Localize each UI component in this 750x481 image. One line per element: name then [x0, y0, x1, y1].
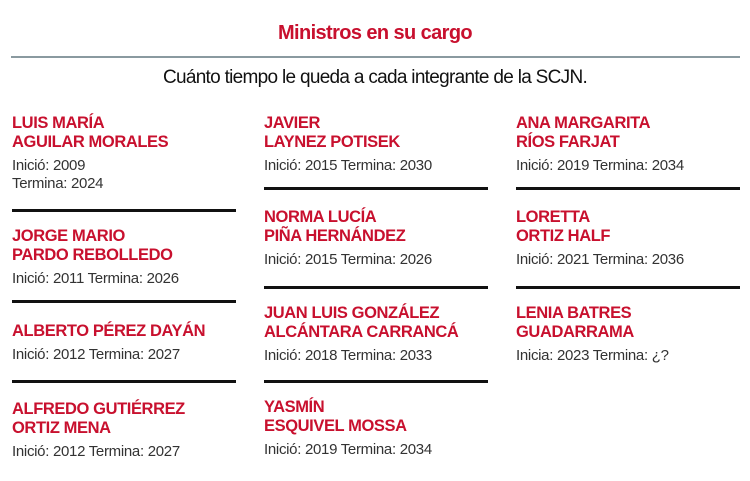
- minister-dates: Inició: 2011 Termina: 2026: [12, 270, 179, 287]
- minister-name: ESQUIVEL MOSSA: [264, 417, 407, 435]
- minister-entry: JAVIER LAYNEZ POTISEK Inició: 2015 Termi…: [264, 114, 432, 175]
- title-rule: [11, 56, 740, 58]
- divider: [12, 300, 236, 303]
- minister-name: LUIS MARÍA: [12, 114, 105, 132]
- divider: [264, 286, 488, 289]
- divider: [12, 209, 236, 212]
- minister-dates: Termina: 2024: [12, 175, 104, 192]
- minister-name: ALFREDO GUTIÉRREZ: [12, 400, 185, 418]
- minister-dates: Inició: 2015 Termina: 2030: [264, 157, 432, 174]
- minister-name: JUAN LUIS GONZÁLEZ: [264, 304, 440, 322]
- minister-entry: LORETTA ORTIZ HALF Inició: 2021 Termina:…: [516, 208, 684, 269]
- minister-name: AGUILAR MORALES: [12, 133, 169, 151]
- divider: [264, 380, 488, 383]
- minister-name: JORGE MARIO: [12, 227, 125, 245]
- page-subtitle: Cuánto tiempo le queda a cada integrante…: [162, 67, 588, 88]
- minister-entry: JORGE MARIO PARDO REBOLLEDO Inició: 2011…: [12, 227, 179, 288]
- minister-dates: Inició: 2018 Termina: 2033: [264, 347, 432, 364]
- page-title: Ministros en su cargo: [277, 22, 473, 44]
- minister-dates: Inició: 2012 Termina: 2027: [12, 346, 180, 363]
- minister-entry: YASMÍN ESQUIVEL MOSSA Inició: 2019 Termi…: [264, 398, 432, 459]
- minister-name: RÍOS FARJAT: [516, 133, 620, 151]
- minister-name: PIÑA HERNÁNDEZ: [264, 227, 406, 245]
- minister-name: YASMÍN: [264, 398, 325, 416]
- minister-name: ALBERTO PÉREZ DAYÁN: [12, 322, 206, 340]
- minister-entry: ALBERTO PÉREZ DAYÁN Inició: 2012 Termina…: [12, 322, 206, 364]
- minister-name: GUADARRAMA: [516, 323, 634, 341]
- divider: [516, 286, 740, 289]
- minister-name: LENIA BATRES: [516, 304, 632, 322]
- minister-entry: LENIA BATRES GUADARRAMA Inicia: 2023 Ter…: [516, 304, 669, 365]
- minister-dates: Inició: 2019 Termina: 2034: [516, 157, 684, 174]
- minister-entry: JUAN LUIS GONZÁLEZ ALCÁNTARA CARRANCÁ In…: [264, 304, 459, 365]
- minister-name: LAYNEZ POTISEK: [264, 133, 400, 151]
- minister-dates: Inició: 2015 Termina: 2026: [264, 251, 432, 268]
- minister-name: JAVIER: [264, 114, 320, 132]
- minister-entry: NORMA LUCÍA PIÑA HERNÁNDEZ Inició: 2015 …: [264, 208, 432, 269]
- minister-name: PARDO REBOLLEDO: [12, 246, 173, 264]
- minister-dates: Inició: 2009: [12, 157, 86, 174]
- minister-dates: Inició: 2019 Termina: 2034: [264, 441, 432, 458]
- minister-entry: ALFREDO GUTIÉRREZ ORTIZ MENA Inició: 201…: [12, 400, 185, 461]
- minister-entry: ANA MARGARITA RÍOS FARJAT Inició: 2019 T…: [516, 114, 684, 175]
- minister-name: ANA MARGARITA: [516, 114, 651, 132]
- minister-dates: Inició: 2021 Termina: 2036: [516, 251, 684, 268]
- minister-dates: Inició: 2012 Termina: 2027: [12, 443, 180, 460]
- divider: [12, 380, 236, 383]
- minister-name: ORTIZ MENA: [12, 419, 111, 437]
- minister-name: ORTIZ HALF: [516, 227, 611, 245]
- divider: [516, 187, 740, 190]
- divider: [264, 187, 488, 190]
- minister-dates: Inicia: 2023 Termina: ¿?: [516, 347, 669, 364]
- minister-name: NORMA LUCÍA: [264, 208, 377, 226]
- minister-name: ALCÁNTARA CARRANCÁ: [264, 323, 459, 341]
- minister-entry: LUIS MARÍA AGUILAR MORALES Inició: 2009 …: [12, 114, 169, 193]
- minister-name: LORETTA: [516, 208, 590, 226]
